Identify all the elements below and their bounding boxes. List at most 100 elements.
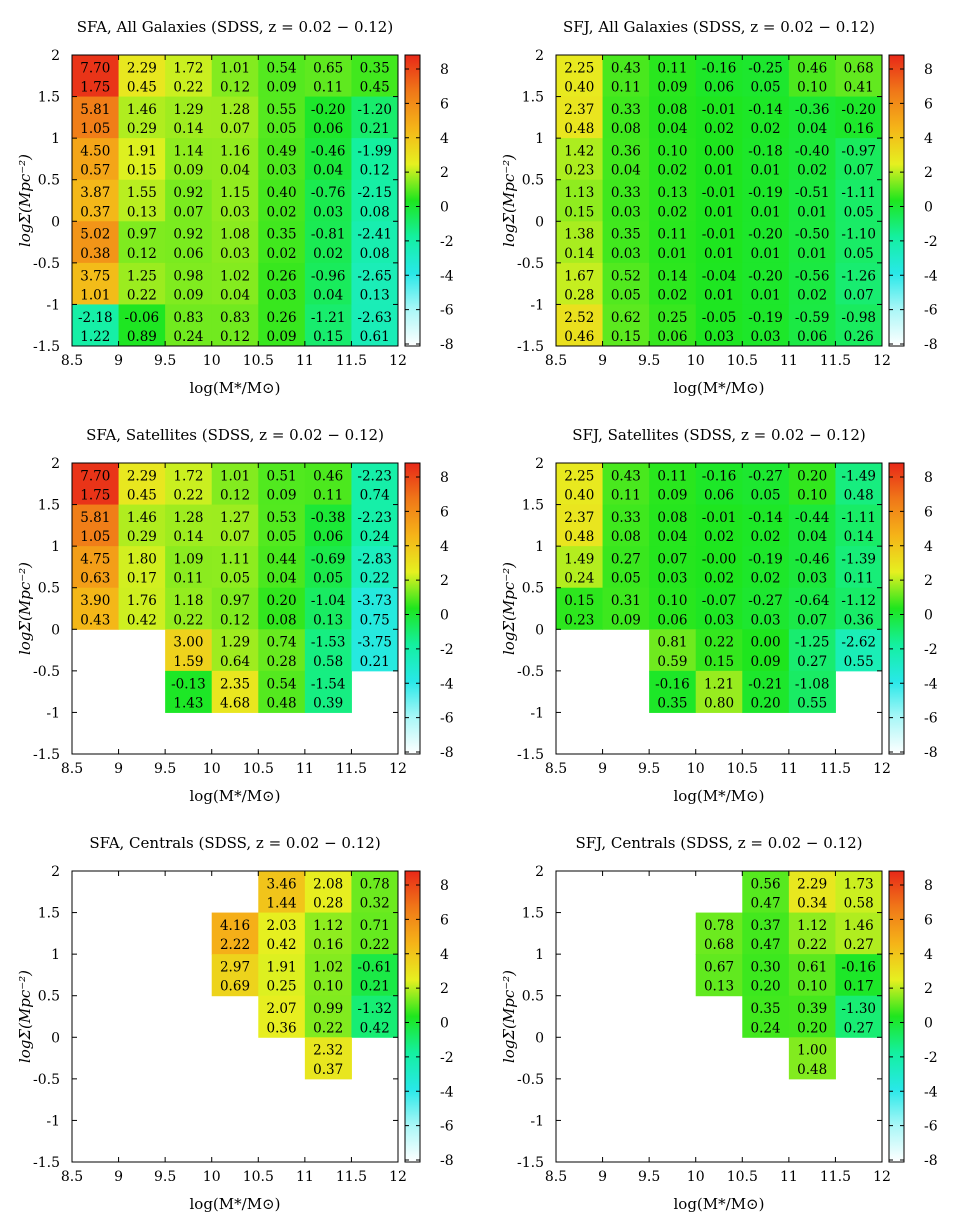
heatmap-cell: [742, 587, 790, 630]
cell-value-label: 1.01: [220, 60, 250, 76]
cell-value-label: 1.09: [173, 552, 203, 568]
cell-error-label: 0.01: [751, 287, 781, 303]
cell-value-label: 0.08: [657, 510, 687, 526]
heatmap-cell: [835, 504, 883, 547]
cell-error-label: 0.12: [220, 80, 250, 96]
heatmap-cell: [304, 954, 352, 997]
cell-value-label: 1.29: [173, 102, 203, 118]
colorbar-tick-label: -6: [440, 303, 454, 319]
cell-error-label: 1.05: [80, 121, 110, 137]
heatmap-cell: [304, 304, 352, 347]
heatmap-cell: [556, 304, 604, 347]
cell-error-label: 0.41: [844, 80, 874, 96]
cell-error-label: 0.29: [127, 121, 157, 137]
cell-value-label: 0.10: [657, 593, 687, 609]
cell-error-label: 0.06: [313, 121, 343, 137]
cell-error-label: 0.03: [267, 163, 297, 179]
cell-value-label: -0.16: [841, 960, 876, 976]
heatmap-cell: [304, 179, 352, 222]
heatmap-cell: [835, 995, 883, 1038]
y-tick-label: -1.5: [33, 1155, 60, 1171]
cell-value-label: -0.14: [748, 510, 783, 526]
heatmap-cell: [165, 262, 213, 305]
heatmap-cell: [118, 221, 166, 264]
heatmap-cell: [556, 96, 604, 139]
y-tick-label: 1.5: [522, 90, 544, 106]
cell-error-label: 0.03: [704, 329, 734, 345]
cell-error-label: 0.01: [797, 204, 827, 220]
cell-error-label: 0.05: [751, 488, 781, 504]
cell-value-label: -0.16: [655, 676, 690, 692]
heatmap-cell: [742, 670, 790, 713]
cell-error-label: 0.23: [564, 163, 594, 179]
x-tick-label: 9.5: [638, 761, 660, 777]
cell-error-label: 0.06: [704, 80, 734, 96]
colorbar-tick-label: 8: [440, 470, 449, 486]
cell-value-label: -0.46: [795, 552, 830, 568]
heatmap-cell: [602, 96, 650, 139]
cell-value-label: -0.13: [171, 676, 206, 692]
x-tick-label: 8.5: [545, 761, 567, 777]
cell-value-label: 1.67: [564, 268, 594, 284]
cell-value-label: 1.08: [220, 227, 250, 243]
cell-error-label: 0.75: [360, 612, 390, 628]
cell-error-label: 0.03: [611, 204, 641, 220]
y-tick-label: 0: [51, 1030, 60, 1046]
cell-value-label: 0.35: [267, 227, 297, 243]
cell-error-label: 0.03: [220, 246, 250, 262]
cell-error-label: 0.12: [220, 329, 250, 345]
x-tick-label: 11.5: [820, 761, 851, 777]
x-tick-label: 10.5: [243, 1169, 274, 1185]
heatmap-cell: [351, 55, 399, 98]
y-tick-label: 1: [535, 947, 544, 963]
chart-title: SFA, Centrals (SDSS, z = 0.02 − 0.12): [89, 834, 380, 852]
x-axis-label: log(M*/M⊙): [674, 379, 765, 397]
heatmap-cell: [695, 221, 743, 264]
heatmap-cell: [304, 463, 352, 506]
cell-value-label: 1.27: [220, 510, 250, 526]
y-tick-label: 0.5: [522, 989, 544, 1005]
cell-error-label: 0.04: [797, 529, 827, 545]
plot-frame: [71, 54, 399, 347]
x-tick-label: 11.5: [336, 1169, 367, 1185]
cell-error-label: 1.01: [80, 287, 110, 303]
heatmap-cell: [788, 221, 836, 264]
heatmap-svg: SFA, Centrals (SDSS, z = 0.02 − 0.12) 3.4…: [16, 834, 454, 1213]
cell-error-label: 0.01: [751, 246, 781, 262]
y-tick-label: 0.5: [38, 173, 60, 189]
heatmap-cell: [742, 138, 790, 181]
colorbar-tick-label: 2: [924, 165, 933, 181]
x-tick-label: 11.5: [820, 1169, 851, 1185]
cell-error-label: 0.37: [80, 204, 110, 220]
cell-value-label: 0.92: [173, 227, 203, 243]
colorbar-tick-label: 8: [440, 878, 449, 894]
cell-value-label: 0.92: [173, 185, 203, 201]
heatmap-cell: [72, 304, 120, 347]
cell-error-label: 0.13: [127, 204, 157, 220]
cell-error-label: 0.14: [564, 246, 594, 262]
cell-error-label: 0.01: [751, 204, 781, 220]
cell-value-label: 0.54: [267, 676, 297, 692]
heatmap-cell: [211, 138, 259, 181]
cell-value-label: -2.15: [357, 185, 392, 201]
colorbar-tick-label: -8: [440, 745, 454, 761]
cell-value-label: -0.07: [702, 593, 737, 609]
cell-error-label: 0.02: [267, 204, 297, 220]
cell-value-label: 0.74: [267, 635, 297, 651]
cell-error-label: 0.58: [313, 654, 343, 670]
colorbar: [888, 462, 905, 755]
colorbar-tick-label: -4: [440, 676, 454, 692]
cell-value-label: -1.12: [841, 593, 876, 609]
cell-value-label: 1.80: [127, 552, 157, 568]
y-tick-label: 1.5: [522, 498, 544, 514]
cell-value-label: -0.14: [748, 102, 783, 118]
heatmap-cell: [649, 587, 697, 630]
cell-error-label: 0.22: [173, 80, 203, 96]
colorbar-tick-label: 2: [440, 165, 449, 181]
cell-value-label: -0.16: [702, 468, 737, 484]
heatmap-cell: [258, 587, 306, 630]
cell-value-label: 0.46: [313, 468, 343, 484]
cell-value-label: 1.91: [127, 144, 157, 160]
cell-value-label: -0.20: [748, 227, 783, 243]
x-tick-label: 10.5: [243, 761, 274, 777]
